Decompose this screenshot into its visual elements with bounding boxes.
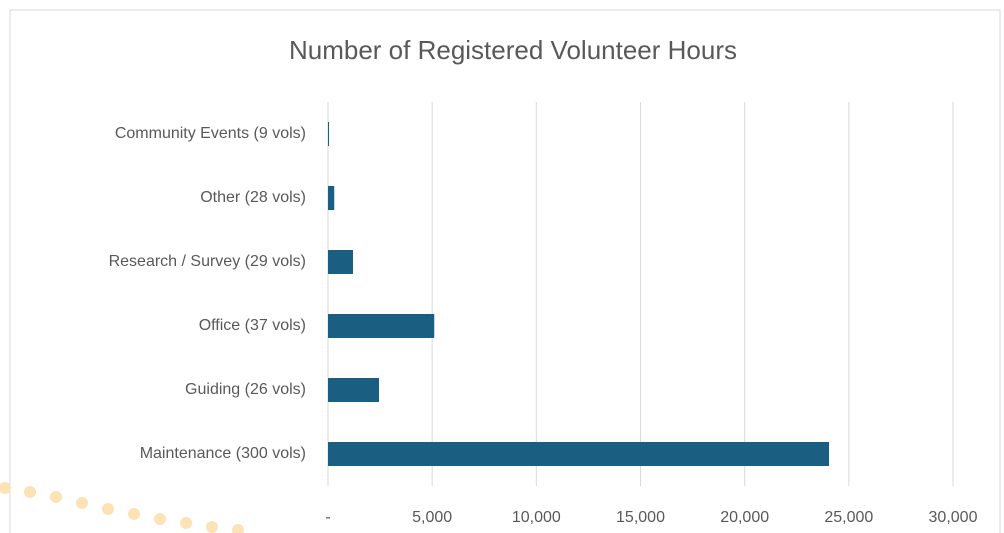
- bar: [328, 378, 380, 402]
- chart-title: Number of Registered Volunteer Hours: [289, 35, 737, 65]
- x-tick-label: 30,000: [929, 509, 978, 526]
- bar: [328, 122, 330, 146]
- y-tick-label: Maintenance (300 vols): [140, 445, 306, 462]
- decoration-dots: [0, 482, 244, 533]
- bar: [328, 186, 335, 210]
- bar: [328, 250, 353, 274]
- y-tick-label: Other (28 vols): [200, 189, 306, 206]
- y-tick-label: Community Events (9 vols): [115, 125, 306, 142]
- y-tick-label: Guiding (26 vols): [185, 381, 306, 398]
- x-tick-label: -: [325, 509, 330, 526]
- x-tick-label: 15,000: [616, 509, 665, 526]
- y-tick-label: Office (37 vols): [199, 317, 306, 334]
- x-tick-label: 5,000: [412, 509, 452, 526]
- bar: [328, 442, 830, 466]
- y-tick-label: Research / Survey (29 vols): [109, 253, 306, 270]
- bar: [328, 314, 435, 338]
- x-tick-label: 20,000: [720, 509, 769, 526]
- x-tick-label: 10,000: [512, 509, 561, 526]
- x-tick-label: 25,000: [824, 509, 873, 526]
